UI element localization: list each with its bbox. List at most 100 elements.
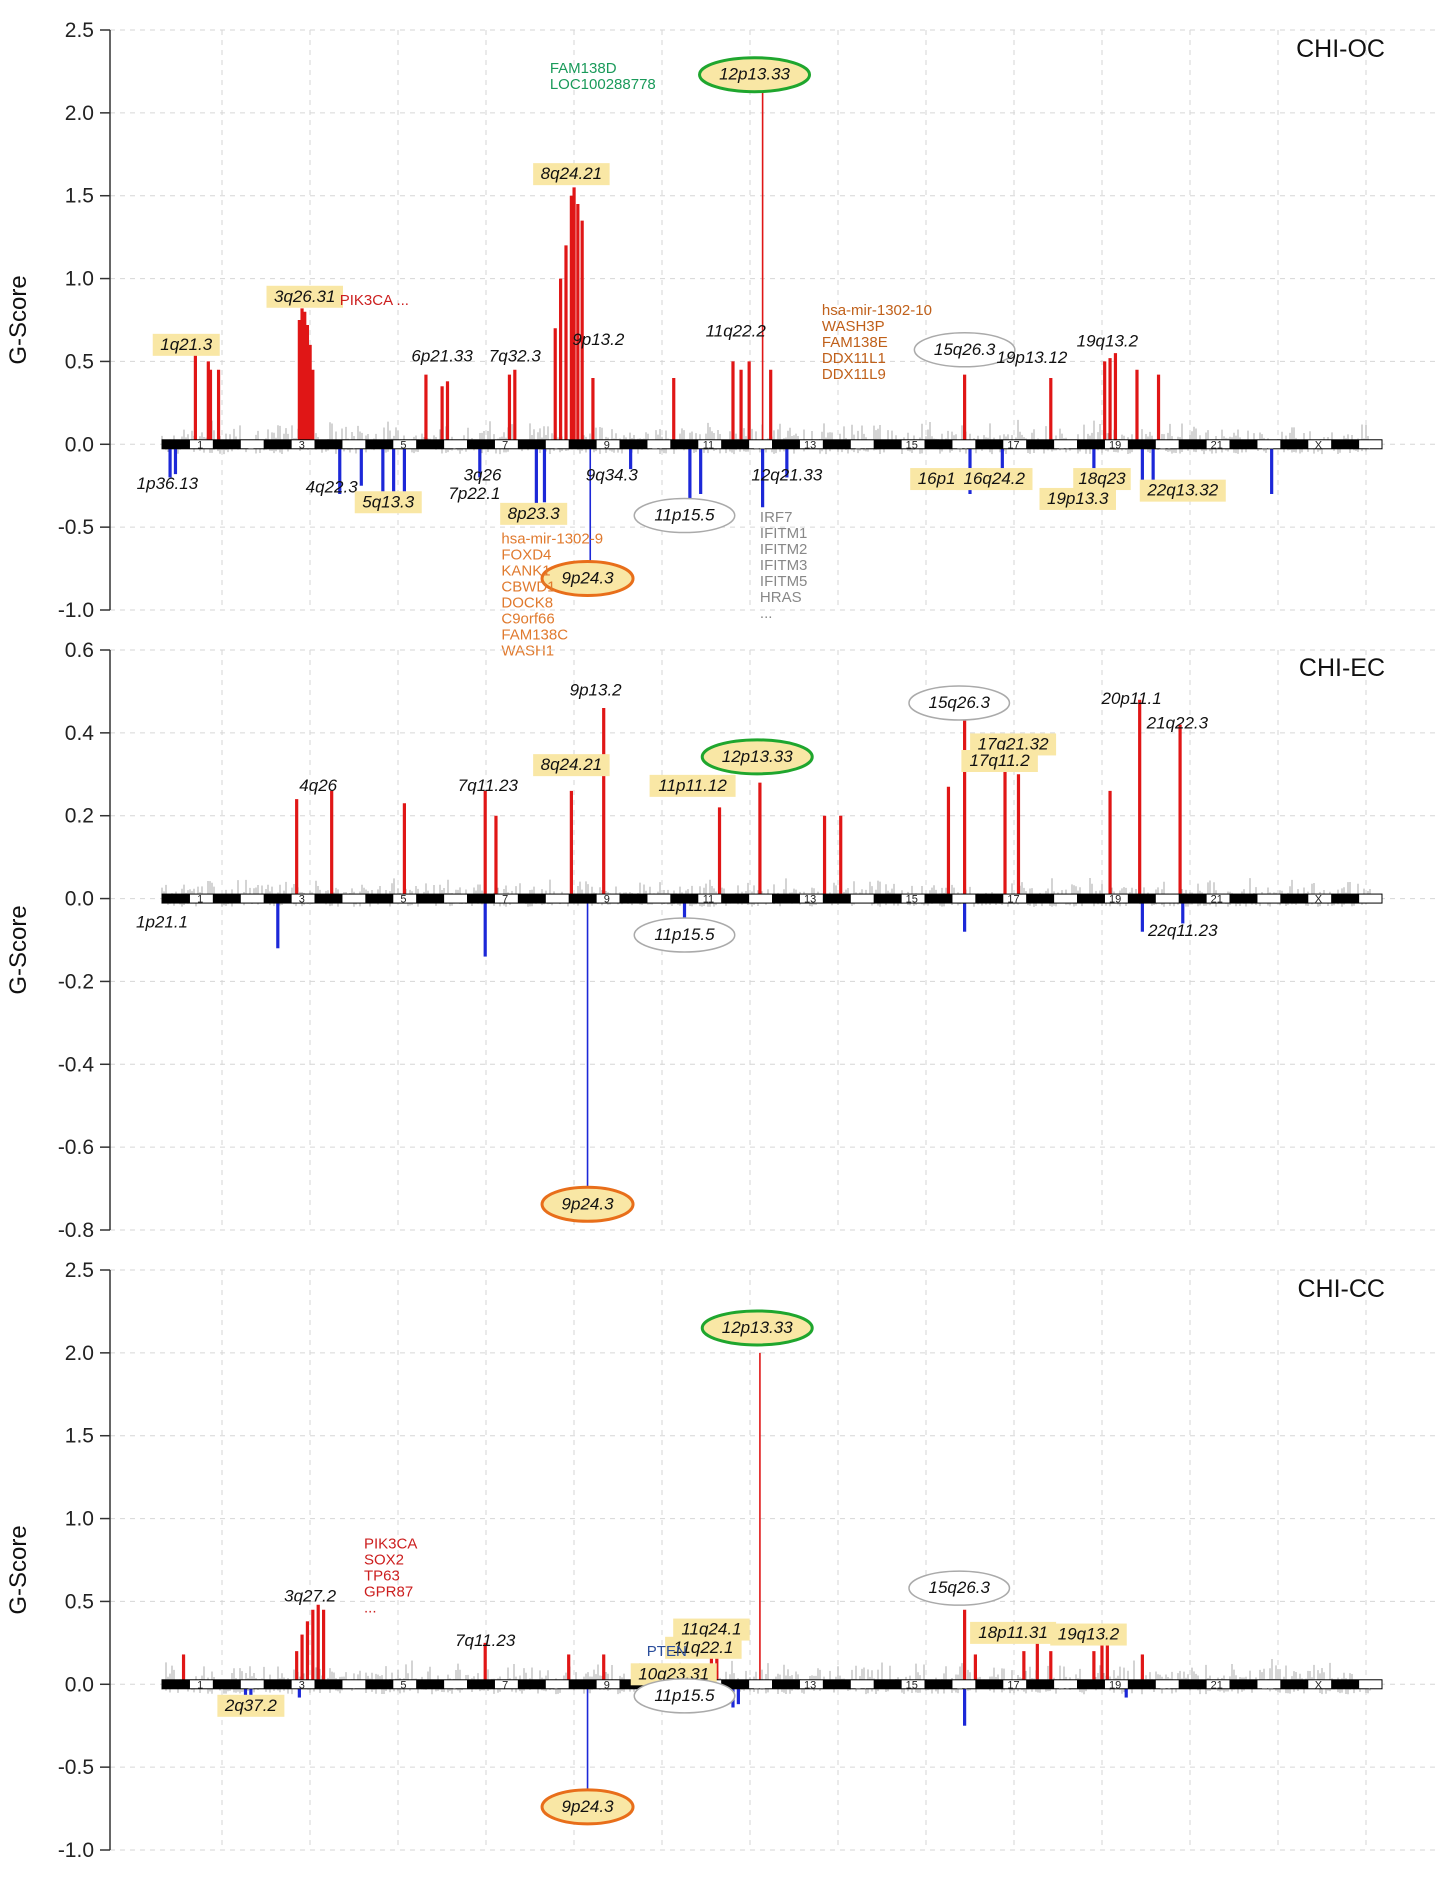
cytoband-highlight — [961, 750, 1038, 772]
cytoband-label: 7q11.23 — [458, 776, 519, 795]
chromosome-block — [162, 439, 190, 449]
chromosome-label: 7 — [502, 894, 508, 906]
cytoband-label: 15q26.3 — [929, 693, 991, 712]
gene-label: FOXD4 — [501, 547, 551, 564]
cytoband-label: 12p13.33 — [722, 747, 793, 766]
gene-label: ... — [364, 1599, 377, 1616]
chromosome-block — [416, 894, 445, 904]
chromosome-block — [416, 1679, 445, 1689]
cytoband-label: 16q24.2 — [964, 469, 1026, 488]
chromosome-label: 15 — [906, 439, 918, 451]
chromosome-label: 1 — [197, 1679, 203, 1691]
chromosome-label: 12 — [753, 894, 765, 906]
y-tick-label: -0.6 — [58, 1136, 94, 1159]
panel-chi-ec: 1 2 3 4 5 6 7 8 9 10 11 12 13 14 15 16 17 18 19 20 21 22 X Y G-… — [5, 639, 1440, 1242]
cytoband-label: 19q13.2 — [1077, 332, 1139, 351]
gene-label: DDX11L9 — [822, 366, 886, 383]
chromosome-label: 6 — [451, 1679, 457, 1691]
gene-label: FAM138D — [550, 60, 617, 77]
y-tick-label: 1.0 — [65, 268, 94, 291]
cytoband-highlight — [500, 502, 568, 525]
chromosome-label: 13 — [804, 1679, 816, 1691]
chromosome-label: 1 — [197, 894, 203, 906]
cytoband-label: 8q24.21 — [541, 164, 602, 183]
chromosome-block — [670, 439, 699, 449]
cytoband-highlight — [533, 754, 610, 777]
chromosome-block — [822, 894, 851, 904]
cytoband-label: 4q26 — [299, 776, 337, 795]
cytoband-label: 17q21.32 — [978, 734, 1049, 753]
gene-label: C9orf66 — [501, 611, 554, 628]
chromosome-block — [721, 439, 750, 449]
y-tick-label: 2.5 — [65, 1259, 94, 1282]
chromosome-label: 13 — [804, 439, 816, 451]
chromosome-label: X — [1315, 439, 1323, 451]
chromosome-label: 21 — [1211, 894, 1223, 906]
chromosome-label: 18 — [1058, 894, 1070, 906]
cytoband-label: 12q21.33 — [751, 466, 822, 485]
cytoband-label: 9p13.2 — [572, 330, 625, 349]
chromosome-block — [721, 1679, 750, 1689]
chromosome-block — [365, 439, 394, 449]
chromosome-block — [1127, 894, 1156, 904]
cytoband-label: 12p13.33 — [719, 65, 790, 84]
cytoband-highlight — [217, 1694, 285, 1717]
y-axis-label: G-Score — [5, 1525, 32, 1614]
chromosome-label: 19 — [1109, 1679, 1121, 1691]
chromosome-block — [924, 894, 953, 904]
cytoband-label: 22q11.23 — [1147, 921, 1218, 940]
chromosome-block — [365, 894, 394, 904]
cytoband-highlight — [649, 774, 736, 797]
chromosome-label: 17 — [1007, 439, 1019, 451]
y-tick-label: 0.0 — [65, 1673, 94, 1696]
chromosome-block — [670, 894, 699, 904]
chromosome-block — [1331, 439, 1360, 449]
gene-label: KANK1 — [501, 563, 550, 580]
chromosome-label: 17 — [1007, 1679, 1019, 1691]
gene-label: IFITM3 — [760, 557, 808, 574]
y-axis-label: G-Score — [5, 275, 32, 364]
chromosome-label: 16 — [957, 894, 969, 906]
cytoband-label: 11p15.5 — [654, 925, 715, 944]
chromosome-label: 8 — [553, 1679, 559, 1691]
chromosome-label: 6 — [451, 439, 457, 451]
panel-chi-oc: 1 2 3 4 5 6 7 8 9 10 11 12 13 14 15 16 17 18 19 20 21 22 X Y G-… — [5, 19, 1440, 660]
y-tick-label: 0.0 — [65, 888, 94, 911]
cytoband-label: 2q37.2 — [224, 1696, 278, 1715]
chromosome-block — [568, 894, 597, 904]
chromosome-block — [1127, 1679, 1156, 1689]
chromosome-block — [1178, 439, 1207, 449]
y-tick-label: 0.4 — [65, 722, 95, 745]
chromosome-block — [1178, 894, 1207, 904]
chromosome-block — [822, 439, 851, 449]
chromosome-block — [1026, 1679, 1055, 1689]
cytoband-highlight — [970, 1621, 1057, 1644]
cytoband-ellipse — [700, 738, 814, 776]
gene-label: hsa-mir-1302-9 — [501, 531, 603, 548]
cytoband-label: 7p22.1 — [448, 484, 500, 503]
cytoband-label: 18q23 — [1078, 469, 1126, 488]
gene-label: DDX11L1 — [822, 350, 886, 367]
chromosome-label: Y — [1366, 439, 1374, 451]
cytoband-label: 1q21.3 — [160, 335, 213, 354]
chromosome-block — [517, 894, 546, 904]
gene-label: PIK3CA — [364, 1535, 417, 1552]
chromosome-label: 21 — [1211, 1679, 1223, 1691]
chromosome-block — [416, 439, 445, 449]
cytoband-highlight — [533, 163, 610, 186]
cytoband-label: 3q26 — [464, 466, 502, 485]
gene-label: hsa-mir-1302-10 — [822, 302, 932, 319]
cytoband-ellipse — [540, 1788, 635, 1826]
chromosome-label: 3 — [299, 1679, 305, 1691]
chromosome-label: 18 — [1058, 1679, 1070, 1691]
cytoband-ellipse — [908, 685, 1011, 721]
cytoband-ellipse — [633, 1678, 736, 1714]
cytoband-ellipse — [698, 56, 812, 94]
panel-title: CHI-OC — [1296, 35, 1385, 63]
gene-label: DOCK8 — [501, 595, 553, 612]
chromosome-label: 20 — [1160, 1679, 1172, 1691]
chromosome-block — [568, 439, 597, 449]
cytoband-highlight — [673, 1618, 750, 1641]
cytoband-label: 9p24.3 — [562, 568, 615, 587]
cytoband-label: 11p11.12 — [658, 776, 727, 795]
